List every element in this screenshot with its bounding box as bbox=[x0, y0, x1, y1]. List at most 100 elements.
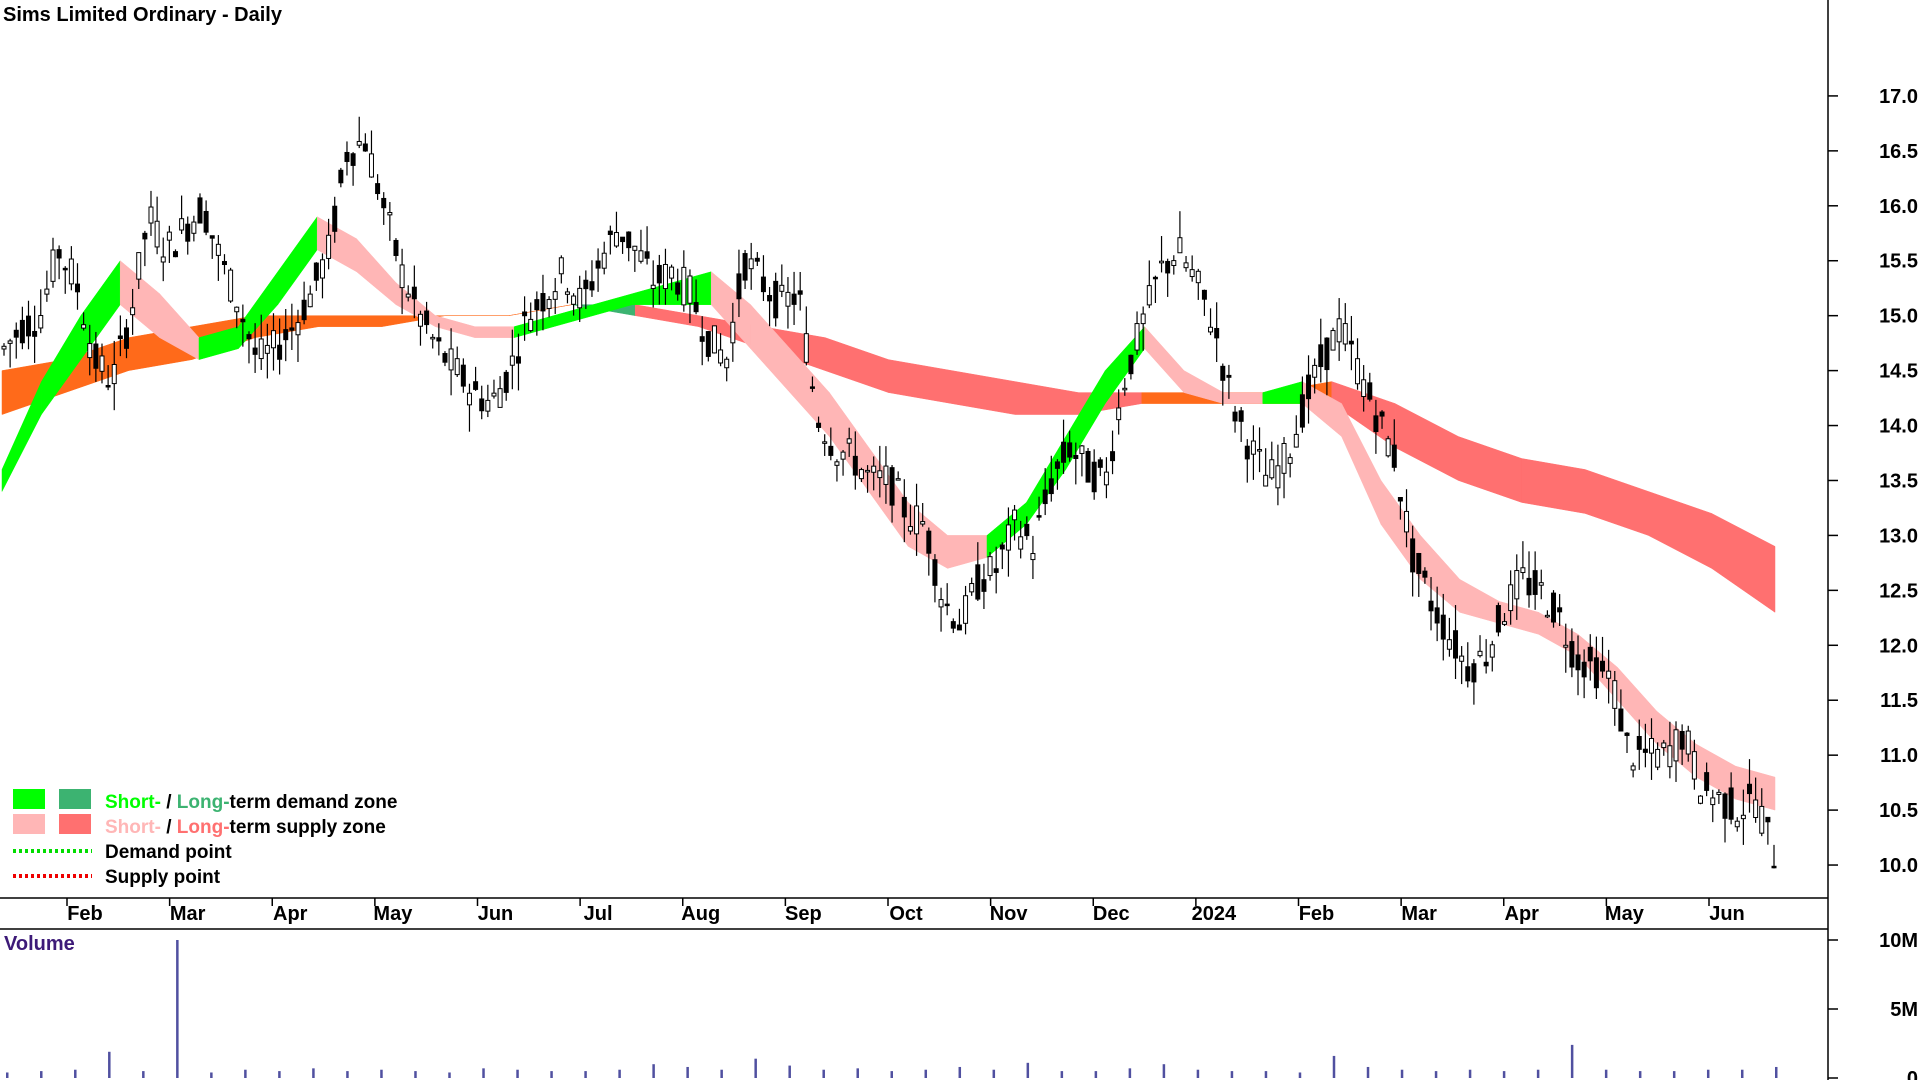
candle-body bbox=[662, 263, 668, 290]
candle-body bbox=[840, 451, 846, 460]
candle-body bbox=[705, 331, 711, 357]
candle-body bbox=[209, 235, 215, 239]
volume-bar bbox=[108, 1051, 111, 1078]
volume-bar bbox=[1298, 1072, 1302, 1078]
candle-body bbox=[87, 343, 93, 359]
candle-body bbox=[1244, 445, 1250, 460]
long-term-zone-segment bbox=[318, 315, 383, 327]
candle-body bbox=[1422, 570, 1428, 578]
volume-bar bbox=[1196, 1069, 1200, 1078]
candle-body bbox=[901, 496, 907, 518]
candle-body bbox=[1379, 411, 1385, 417]
candle-body bbox=[197, 197, 203, 224]
candle-body bbox=[473, 381, 479, 390]
candle-body bbox=[7, 340, 13, 344]
candle-body bbox=[381, 197, 387, 209]
candle-body bbox=[1483, 661, 1489, 667]
x-tick-label: Nov bbox=[990, 903, 1029, 925]
y-tick-label: 13.0 bbox=[1879, 525, 1918, 547]
candle-body bbox=[130, 307, 136, 316]
candle-body bbox=[1624, 732, 1630, 736]
candle-body bbox=[448, 348, 454, 371]
candle-body bbox=[656, 264, 662, 284]
candle-body bbox=[718, 349, 724, 364]
candle-body bbox=[277, 344, 283, 360]
candle-body bbox=[1661, 742, 1667, 749]
candle-body bbox=[1208, 326, 1214, 333]
x-tick-label: 2024 bbox=[1192, 903, 1237, 925]
candle-body bbox=[32, 330, 38, 337]
x-tick-label: Feb bbox=[1299, 903, 1335, 925]
candle-body bbox=[332, 205, 338, 232]
candle-body bbox=[295, 322, 301, 336]
zones-layer bbox=[1, 216, 1776, 811]
volume-bar bbox=[278, 1071, 281, 1078]
candle-body bbox=[1177, 237, 1183, 254]
candle-body bbox=[589, 281, 595, 291]
candle-body bbox=[1361, 379, 1367, 398]
candle-body bbox=[1165, 260, 1171, 274]
candle-body bbox=[748, 258, 754, 270]
volume-bar bbox=[1775, 1066, 1778, 1078]
candle-body bbox=[760, 276, 766, 293]
candle-body bbox=[344, 151, 350, 162]
chart-title: Sims Limited Ordinary - Daily bbox=[3, 4, 283, 26]
candle-body bbox=[644, 251, 650, 259]
candle-body bbox=[558, 257, 564, 275]
candle-body bbox=[417, 313, 423, 327]
candle-body bbox=[1551, 592, 1557, 623]
volume-bar bbox=[1060, 1071, 1064, 1078]
candle-body bbox=[981, 579, 987, 592]
candle-body bbox=[1036, 515, 1042, 518]
candle-body bbox=[626, 231, 632, 249]
candle-body bbox=[528, 318, 534, 332]
candle-body bbox=[1085, 450, 1091, 483]
volume-layer bbox=[6, 940, 1778, 1078]
volume-bar bbox=[924, 1069, 928, 1078]
candle-body bbox=[620, 236, 626, 243]
candle-body bbox=[25, 315, 31, 337]
candle-body bbox=[601, 252, 607, 269]
candle-body bbox=[522, 311, 528, 317]
candle-body bbox=[1214, 327, 1220, 339]
candle-body bbox=[1630, 765, 1636, 771]
candle-body bbox=[1318, 344, 1324, 368]
candle-body bbox=[44, 288, 50, 295]
candle-body bbox=[724, 358, 730, 369]
candle-body bbox=[1299, 394, 1305, 428]
candle-body bbox=[1538, 582, 1544, 586]
volume-bar bbox=[1332, 1055, 1336, 1078]
candle-body bbox=[1373, 415, 1379, 433]
candle-body bbox=[1330, 330, 1336, 351]
volume-y-tick-label: 0 bbox=[1907, 1068, 1918, 1080]
candle-body bbox=[350, 153, 356, 166]
candle-body bbox=[191, 221, 197, 234]
x-tick-label: Feb bbox=[67, 903, 103, 925]
candle-body bbox=[485, 399, 491, 412]
candle-body bbox=[571, 295, 577, 305]
candle-body bbox=[607, 230, 613, 235]
legend-label-part: Short- bbox=[105, 817, 161, 838]
candle-body bbox=[920, 521, 926, 525]
legend-label: Demand point bbox=[105, 842, 232, 863]
candle-body bbox=[907, 526, 913, 532]
candle-body bbox=[166, 231, 172, 241]
candle-body bbox=[1691, 751, 1697, 780]
candle-body bbox=[1416, 552, 1422, 574]
candle-body bbox=[270, 330, 276, 349]
candle-body bbox=[938, 599, 944, 608]
volume-bar bbox=[516, 1069, 519, 1078]
candle-body bbox=[1348, 340, 1354, 345]
candle-body bbox=[1593, 657, 1599, 689]
candle-body bbox=[442, 353, 448, 363]
candle-body bbox=[283, 329, 289, 341]
candle-body bbox=[1771, 865, 1777, 869]
volume-y-tick-label: 10M bbox=[1879, 930, 1918, 952]
long-term-zone-segment bbox=[1711, 513, 1776, 613]
x-tick-label: Mar bbox=[170, 903, 206, 925]
x-tick-label: Apr bbox=[273, 903, 308, 925]
candle-body bbox=[1128, 354, 1134, 375]
legend-label-part: / bbox=[161, 792, 177, 813]
candle-body bbox=[1, 345, 7, 350]
candle-body bbox=[736, 273, 742, 300]
